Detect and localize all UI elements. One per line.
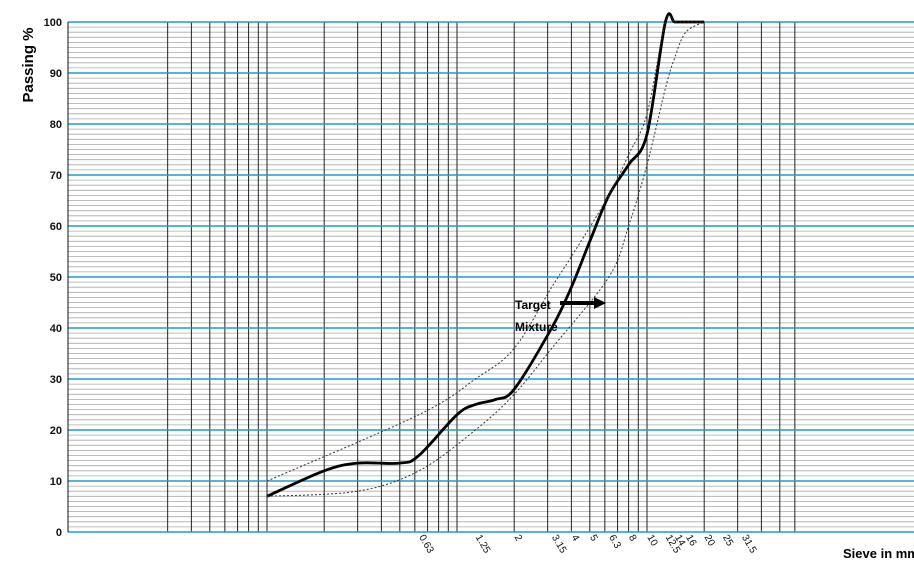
x-tick-label: 8 <box>626 533 639 544</box>
y-tick-label: 50 <box>50 272 62 284</box>
y-tick-label: 70 <box>50 170 62 182</box>
target-mixture-line <box>266 12 705 498</box>
x-tick-label: 2 <box>512 533 525 544</box>
x-tick-label: 5 <box>587 533 600 544</box>
x-tick-label: 4 <box>569 533 582 544</box>
x-tick-label: 3.15 <box>549 533 568 556</box>
annotation-line-1: Target <box>515 298 551 312</box>
y-tick-label: 80 <box>50 119 62 131</box>
envelope-line-2 <box>266 21 705 497</box>
y-axis-title: Passing % <box>20 27 37 102</box>
chart-series <box>266 12 705 498</box>
x-axis-title: Sieve in mm <box>843 546 914 561</box>
y-tick-label: 10 <box>50 476 62 488</box>
x-tick-label: 31.5 <box>739 533 758 556</box>
y-tick-label: 0 <box>56 527 62 539</box>
y-tick-label: 60 <box>50 221 62 233</box>
y-tick-label: 90 <box>50 68 62 80</box>
x-tick-label: 0.63 <box>416 533 435 556</box>
annotation-line-2: Mixture <box>515 320 558 334</box>
x-tick-label: 16 <box>683 533 698 549</box>
x-tick-label: 6.3 <box>606 533 623 551</box>
envelope-line-1 <box>266 14 705 482</box>
x-tick-label: 1.25 <box>473 533 492 556</box>
y-tick-label: 20 <box>50 425 62 437</box>
x-tick-label: 10 <box>644 533 659 549</box>
y-tick-label: 30 <box>50 374 62 386</box>
annotation-arrow-head <box>594 297 606 309</box>
y-tick-labels: 0 10 20 30 40 50 60 70 80 90 100 <box>44 17 62 539</box>
y-tick-label: 100 <box>44 17 62 29</box>
x-tick-label: 14 <box>672 533 687 549</box>
x-tick-label: 25 <box>720 533 735 549</box>
target-mixture-annotation: Target Mixture <box>515 297 606 334</box>
chart-grid <box>67 21 914 533</box>
y-tick-label: 40 <box>50 323 62 335</box>
x-tick-label: 20 <box>702 533 717 549</box>
